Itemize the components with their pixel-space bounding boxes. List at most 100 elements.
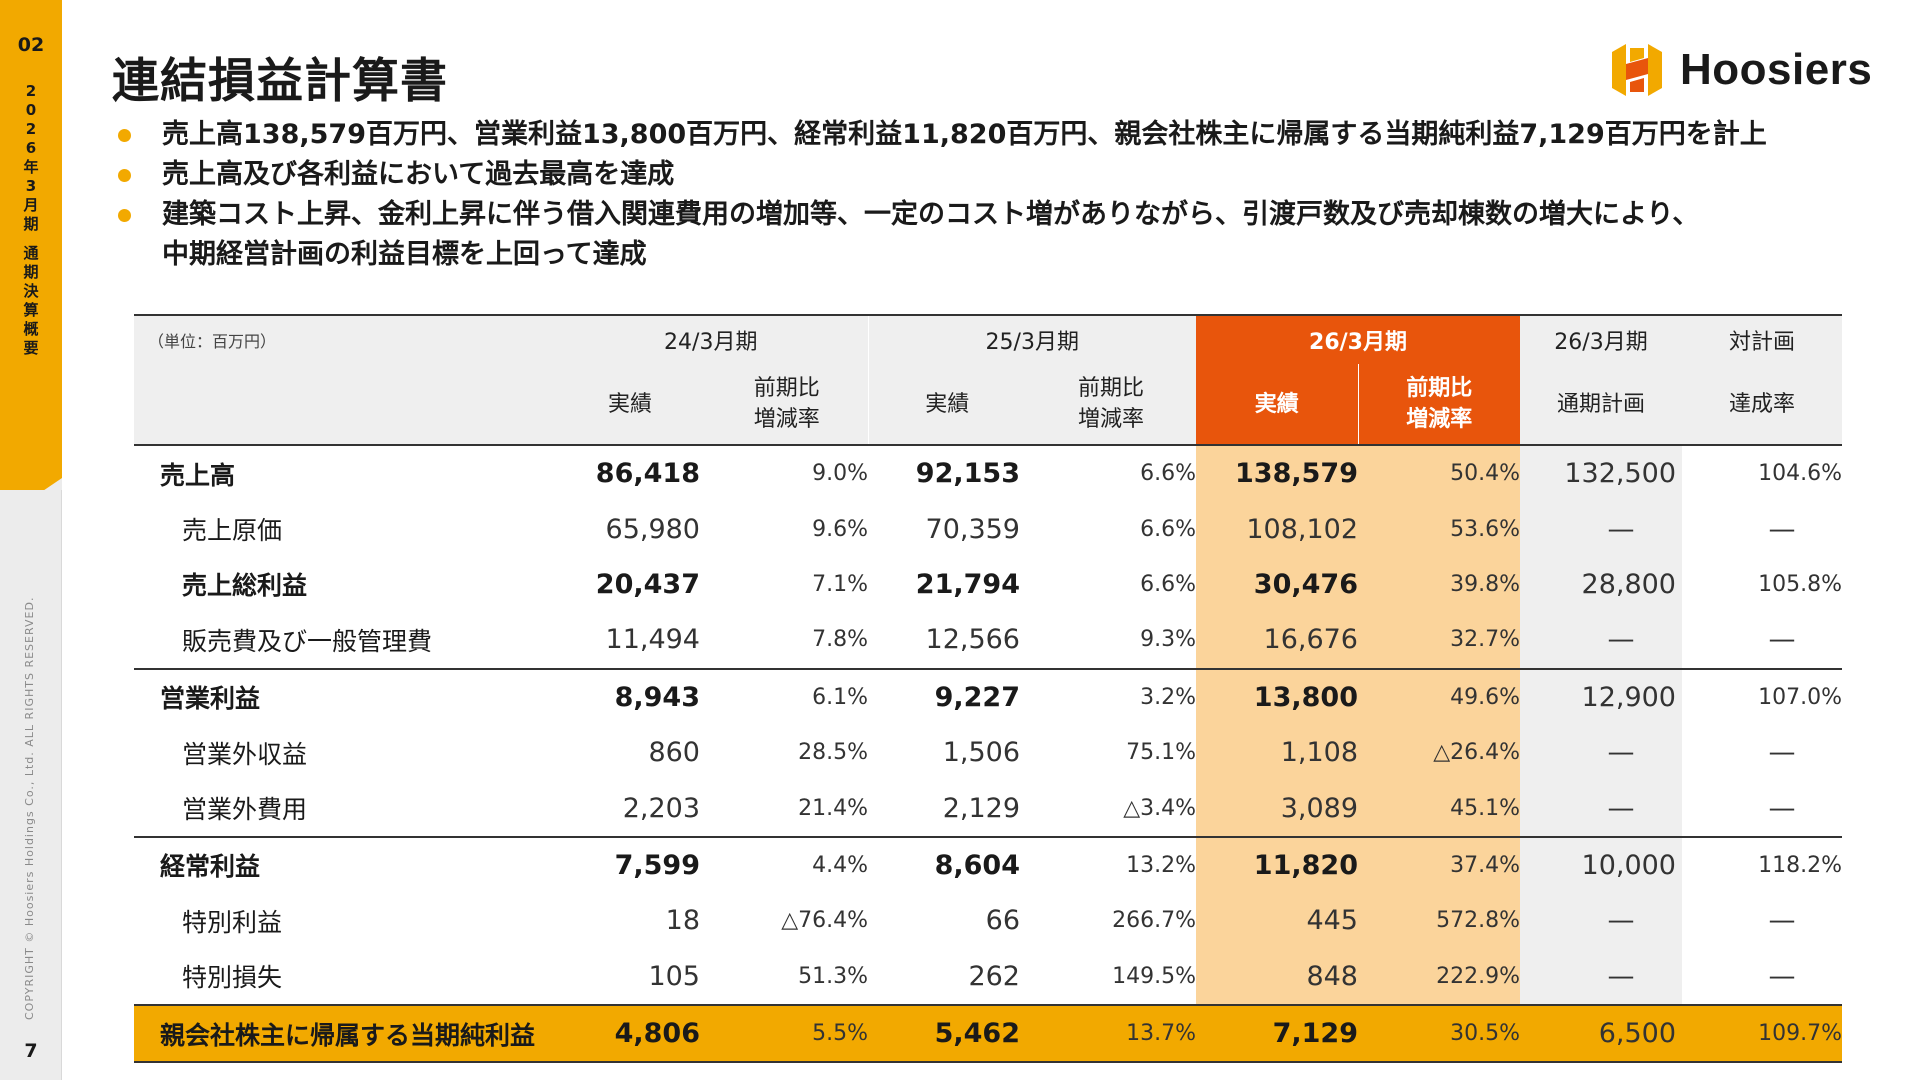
cell-fy24-yoy: 51.3%: [798, 963, 868, 989]
table-row: 特別損失 105 51.3% 262 149.5% 848 222.9% — —: [134, 948, 1842, 1005]
bullet-dot-icon: [118, 209, 131, 222]
subhead-plan: 通期計画: [1520, 364, 1682, 445]
page-title: 連結損益計算書: [112, 54, 448, 109]
cell-plan: 12,900: [1520, 667, 1682, 725]
section-char: 年: [23, 158, 39, 176]
cell-fy24-yoy: △76.4%: [781, 908, 868, 934]
cell-fy26-actual: 7,129: [1196, 1003, 1358, 1064]
table-header-periods: （単位：百万円） 24/3月期 25/3月期 26/3月期 26/3月期 対計画: [134, 315, 1842, 445]
summary-bullets: 売上高138,579百万円、営業利益13,800百万円、経常利益11,820百万…: [118, 116, 1838, 276]
cell-achievement: —: [1768, 905, 1796, 937]
cell-fy24-actual: 105: [648, 960, 700, 992]
cell-fy24-yoy: 5.5%: [706, 1003, 868, 1064]
cell-achievement: —: [1768, 513, 1796, 545]
cell-fy24-actual: 20,437: [595, 568, 700, 600]
copyright-notice: COPYRIGHT © Hoosiers Holdings Co., Ltd. …: [23, 596, 36, 1020]
cell-fy24-actual: 65,980: [605, 513, 700, 545]
cell-achievement: 109.7%: [1682, 1003, 1842, 1064]
table-row: 特別利益 18 △76.4% 66 266.7% 445 572.8% — —: [134, 893, 1842, 949]
row-label: 親会社株主に帰属する当期純利益: [134, 1003, 554, 1064]
cell-fy26-yoy: 32.7%: [1358, 612, 1520, 669]
cell-fy25-actual: 2,129: [942, 792, 1020, 824]
bullet-item: 建築コスト上昇、金利上昇に伴う借入関連費用の増加等、一定のコスト増がありながら、…: [118, 196, 1838, 234]
bullet-item: 売上高138,579百万円、営業利益13,800百万円、経常利益11,820百万…: [118, 116, 1838, 154]
cell-fy24-actual: 18: [665, 905, 700, 937]
row-label: 売上総利益: [182, 571, 308, 601]
cell-plan: —: [1520, 893, 1682, 949]
section-label: 2 0 2 6 年 3 月 期 通 期 決 算 概 要: [0, 82, 62, 358]
section-char: 通: [23, 244, 39, 262]
cell-plan: 132,500: [1520, 445, 1682, 502]
section-char: 期: [23, 263, 39, 281]
row-label: 経常利益: [134, 835, 554, 894]
cell-fy24-actual: 4,806: [554, 1003, 706, 1064]
cell-fy25-yoy: △3.4%: [1123, 795, 1196, 821]
cell-fy26-yoy: △26.4%: [1358, 724, 1520, 781]
cell-fy24-actual: 8,943: [554, 667, 706, 725]
table-row: 営業外収益 860 28.5% 1,506 75.1% 1,108 △26.4%…: [134, 724, 1842, 781]
cell-fy26-actual: 30,476: [1196, 556, 1358, 613]
cell-fy26-yoy: 222.9%: [1358, 948, 1520, 1005]
cell-fy26-actual: 138,579: [1196, 445, 1358, 502]
cell-plan: 28,800: [1520, 556, 1682, 613]
subhead-yoy-line1: 前期比: [1406, 376, 1473, 401]
hoosiers-logo-icon: [1612, 44, 1662, 96]
subhead-yoy-line1: 前期比: [753, 376, 820, 401]
period-fy26-plan: 26/3月期: [1520, 315, 1682, 364]
section-char: 0: [25, 101, 37, 119]
cell-fy24-yoy: 28.5%: [798, 740, 868, 766]
subhead-yoy: 前期比 増減率: [706, 364, 868, 445]
table-row-total: 親会社株主に帰属する当期純利益 4,806 5.5% 5,462 13.7% 7…: [134, 1003, 1842, 1064]
cell-fy25-actual: 66: [985, 905, 1020, 937]
table-header-subheads: 実績 前期比 増減率 実績 前期比 増減率 実績 前期比 増減率 通期計画 達成率: [134, 364, 1842, 445]
cell-fy24-yoy: 6.1%: [706, 667, 868, 725]
cell-fy26-yoy: 49.6%: [1358, 667, 1520, 725]
table-row: 営業利益 8,943 6.1% 9,227 3.2% 13,800 49.6% …: [134, 667, 1842, 725]
section-char: 6: [25, 139, 37, 157]
cell-fy26-actual: 848: [1196, 948, 1358, 1005]
cell-fy26-actual: 1,108: [1196, 724, 1358, 781]
table-row: 売上原価 65,980 9.6% 70,359 6.6% 108,102 53.…: [134, 501, 1842, 557]
company-logo: Hoosiers: [1612, 42, 1872, 98]
bullet-continuation: 中期経営計画の利益目標を上回って達成: [118, 236, 1838, 274]
period-fy24: 24/3月期: [554, 315, 868, 364]
subhead-achievement: 達成率: [1682, 364, 1842, 445]
cell-plan: —: [1520, 612, 1682, 669]
cell-fy24-yoy: 21.4%: [798, 795, 868, 821]
cell-fy24-yoy: 9.6%: [812, 516, 868, 542]
cell-fy26-yoy: 37.4%: [1358, 835, 1520, 894]
cell-fy26-yoy: 30.5%: [1358, 1003, 1520, 1064]
subhead-yoy-line2: 増減率: [1406, 407, 1473, 432]
cell-fy26-actual: 445: [1196, 893, 1358, 949]
cell-achievement: —: [1768, 792, 1796, 824]
subhead-yoy: 前期比 増減率: [1026, 364, 1196, 445]
cell-fy25-yoy: 6.6%: [1140, 516, 1196, 542]
cell-fy25-actual: 92,153: [915, 458, 1020, 490]
cell-plan: 10,000: [1520, 835, 1682, 894]
bullet-dot-icon: [118, 169, 131, 182]
cell-fy24-yoy: 4.4%: [706, 835, 868, 894]
cell-fy24-yoy: 7.1%: [812, 571, 868, 597]
cell-fy26-actual: 11,820: [1196, 835, 1358, 894]
cell-achievement: —: [1768, 960, 1796, 992]
cell-fy26-actual: 13,800: [1196, 667, 1358, 725]
cell-fy24-yoy: 9.0%: [812, 461, 868, 487]
row-label: 特別損失: [182, 963, 283, 993]
cell-fy25-yoy: 6.6%: [1140, 571, 1196, 597]
cell-fy24-actual: 11,494: [605, 624, 700, 656]
section-char: 2: [25, 120, 37, 138]
row-label: 売上原価: [182, 516, 283, 546]
period-vs-plan: 対計画: [1682, 315, 1842, 364]
cell-fy25-yoy: 6.6%: [1140, 461, 1196, 487]
table-row: 営業外費用 2,203 21.4% 2,129 △3.4% 3,089 45.1…: [134, 780, 1842, 837]
cell-fy25-actual: 12,566: [925, 624, 1020, 656]
cell-plan: 6,500: [1520, 1003, 1682, 1064]
cell-fy25-actual: 21,794: [915, 568, 1020, 600]
section-char: 月: [23, 196, 39, 214]
row-label: 営業外費用: [182, 795, 308, 825]
subhead-yoy-line2: 増減率: [1077, 407, 1144, 432]
bullet-text: 売上高138,579百万円、営業利益13,800百万円、経常利益11,820百万…: [162, 119, 1767, 150]
row-label: 営業利益: [134, 667, 554, 725]
cell-achievement: —: [1768, 737, 1796, 769]
section-char: 算: [23, 301, 39, 319]
